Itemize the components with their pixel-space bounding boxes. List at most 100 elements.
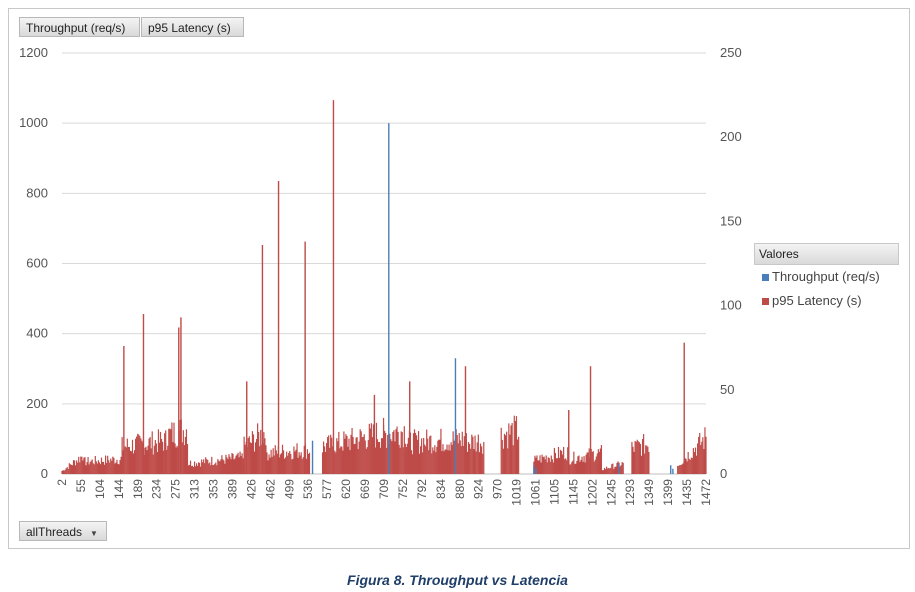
latency-bar [203,459,205,474]
throughput-bar [311,440,314,474]
latency-bar [111,460,113,474]
latency-bar [465,433,467,474]
field-button-latency[interactable]: p95 Latency (s) [141,17,244,37]
latency-bar [195,463,198,474]
latency-bar [501,439,503,474]
latency-bar [481,446,483,474]
latency-bar [263,432,265,474]
latency-bar [303,445,305,474]
latency-bar [115,462,117,474]
latency-bar [289,450,291,474]
latency-bar [370,423,372,474]
latency-bar [173,422,175,474]
latency-bar [234,458,236,474]
latency-bar [224,463,226,474]
latency-bar [549,461,551,474]
latency-bar [330,434,332,474]
latency-bar [138,434,140,474]
latency-bar [294,451,296,474]
latency-bar [577,456,579,474]
latency-bar [80,456,82,474]
x-tick-label: 924 [472,479,486,499]
latency-bar [685,458,687,474]
latency-bar-peak [683,342,685,474]
latency-bar [425,446,427,474]
latency-bar [322,441,325,474]
field-button-throughput[interactable]: Throughput (req/s) [19,17,140,37]
gridlines [62,52,706,475]
latency-bar [537,460,539,474]
latency-bar [147,445,149,474]
latency-bar [379,447,382,474]
latency-bar [186,464,189,474]
latency-bar [344,438,346,474]
latency-bar [365,448,367,474]
latency-bar [679,465,681,474]
latency-bar [158,442,161,474]
latency-bar [548,457,550,474]
latency-bar [471,434,473,474]
latency-bar [269,457,271,474]
x-tick-label: 426 [244,479,258,499]
latency-bar [91,459,93,474]
latency-bar [176,445,178,474]
latency-bar [619,466,621,474]
latency-bar [392,431,394,474]
latency-bar [584,462,586,474]
latency-bar [191,465,194,474]
latency-bar [133,450,136,474]
latency-bar [412,433,415,474]
latency-bar-peak [123,346,125,474]
latency-bar [450,442,452,474]
latency-bar [145,446,147,474]
latency-bar [698,436,700,474]
latency-bar [380,438,383,474]
latency-bar [272,448,274,474]
latency-bar [77,462,79,474]
latency-bar [166,449,168,474]
latency-bar [693,452,696,474]
latency-bar [705,436,707,474]
latency-bar [378,441,381,474]
latency-bar [432,447,434,474]
latency-bar [451,444,453,474]
latency-bar [466,451,469,474]
latency-bar [593,461,595,474]
latency-bar [206,459,208,474]
latency-bar [449,450,451,474]
latency-bar [101,461,104,474]
latency-bar [192,467,195,474]
latency-bar [462,445,464,474]
latency-bar [278,457,281,474]
latency-bar [281,444,284,474]
latency-bar [161,441,164,474]
latency-bar [227,459,229,474]
latency-bar [117,463,119,474]
latency-bar [409,432,412,474]
filter-dropdown-allthreads[interactable]: allThreads ▼ [19,521,107,541]
latency-bar [572,460,574,474]
latency-bar [156,452,159,474]
legend-label-throughput: Throughput (req/s) [772,269,880,284]
latency-bar [603,467,606,474]
latency-bar [552,462,554,474]
latency-bar [279,454,282,474]
latency-bar [349,450,351,474]
latency-bar [557,446,560,474]
latency-bar [113,457,115,474]
latency-bar [260,429,262,474]
latency-bar [364,440,366,474]
y-tick-label-left: 600 [26,256,48,271]
latency-bar [119,460,121,474]
latency-bar [428,450,430,474]
latency-bar [226,457,228,474]
latency-bar [382,424,385,474]
latency-bar [90,460,92,474]
figure-caption: Figura 8. Throughput vs Latencia [347,572,568,588]
latency-bar [212,465,214,474]
latency-bar [146,450,148,474]
latency-bar [437,440,439,474]
latency-bar [689,459,691,474]
latency-bar [422,452,424,474]
latency-bar [362,436,364,474]
